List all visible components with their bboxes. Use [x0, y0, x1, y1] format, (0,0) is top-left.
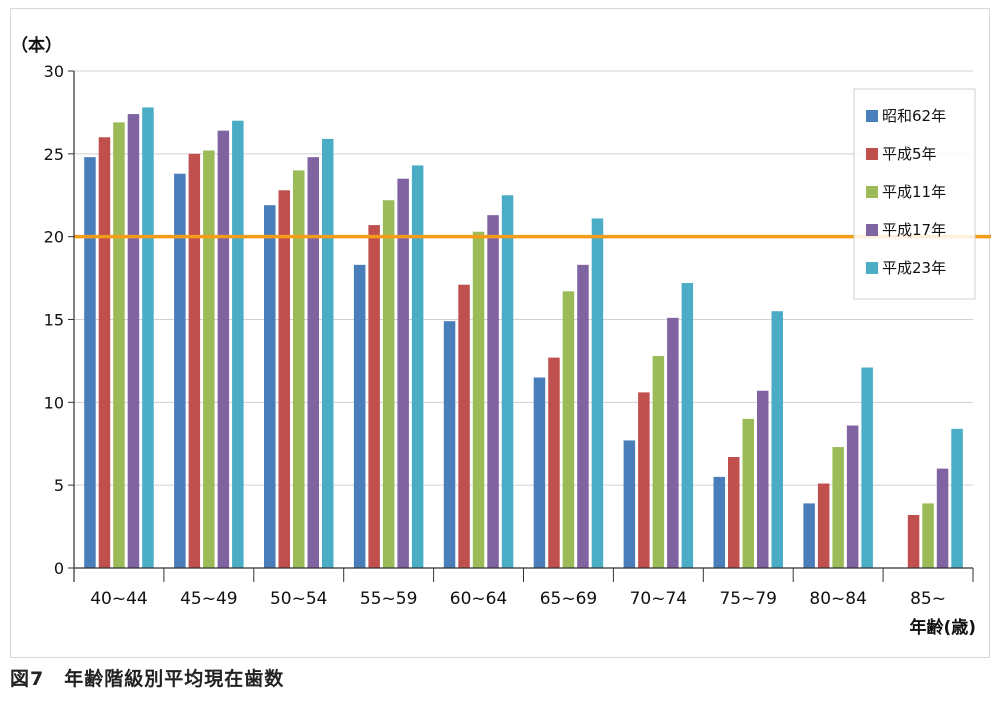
- bar: [817, 483, 830, 568]
- y-tick-label: 20: [44, 228, 64, 247]
- x-tick-label: 85~: [910, 589, 946, 609]
- x-tick-label: 45~49: [180, 589, 238, 609]
- bar: [113, 122, 125, 569]
- chart-frame: 0 5 10 15 20 25 30 40~44 45~49 50~54 55~59 60~64 65~…: [10, 8, 991, 658]
- bar: [562, 291, 575, 568]
- x-tick-label: 60~64: [450, 589, 508, 609]
- x-tick-label: 75~79: [719, 589, 777, 609]
- bar: [174, 173, 186, 569]
- bar: [652, 355, 665, 568]
- legend-swatch: [866, 224, 878, 236]
- bar: [951, 428, 963, 568]
- bar: [577, 264, 589, 568]
- legend-swatch: [866, 148, 878, 160]
- y-tick-label: 10: [44, 393, 64, 412]
- bar: [757, 390, 769, 568]
- legend-swatch: [866, 110, 878, 122]
- bar: [397, 178, 409, 568]
- bar: [742, 418, 754, 568]
- x-tick-label: 65~69: [540, 589, 598, 609]
- y-tick-label: 15: [44, 311, 64, 330]
- bar: [264, 205, 276, 568]
- bar: [142, 107, 154, 569]
- x-tick-label: 55~59: [360, 589, 418, 609]
- y-tick-label: 25: [44, 145, 64, 164]
- bar: [771, 311, 783, 568]
- bar: [127, 114, 140, 568]
- y-tick-label: 0: [54, 559, 64, 578]
- bar: [533, 377, 546, 568]
- bar: [803, 503, 815, 568]
- bar: [487, 215, 499, 568]
- x-tick-label: 50~54: [270, 589, 328, 609]
- bar: [713, 476, 725, 568]
- legend-label: 平成11年: [882, 183, 946, 201]
- bar: [322, 138, 334, 568]
- bar: [548, 357, 560, 568]
- x-tick-label: 80~84: [809, 589, 867, 609]
- bar: [591, 218, 604, 568]
- bar: [84, 157, 96, 568]
- legend-label: 平成17年: [882, 221, 946, 239]
- bar: [472, 231, 485, 569]
- bar: [681, 283, 694, 568]
- bar: [307, 157, 319, 568]
- bar: [667, 317, 679, 568]
- bar: [353, 264, 366, 568]
- bar: [922, 503, 934, 568]
- bar: [411, 165, 424, 568]
- legend-swatch: [866, 186, 878, 198]
- bar: [217, 130, 230, 568]
- bar: [232, 120, 244, 568]
- bar: [458, 284, 470, 568]
- bar: [278, 190, 290, 568]
- bar: [293, 170, 305, 568]
- bar: [623, 440, 636, 568]
- bars: [84, 107, 963, 569]
- bar: [98, 137, 111, 568]
- y-tick-label: 5: [54, 476, 64, 495]
- bar: [936, 468, 949, 568]
- x-axis-label: 年齢(歳): [909, 617, 976, 638]
- axes: 0 5 10 15 20 25 30 40~44 45~49 50~54 55~59 60~64 65~…: [44, 62, 974, 609]
- legend-label: 平成5年: [882, 145, 937, 163]
- y-axis-label: （本）: [11, 35, 62, 56]
- bar: [368, 225, 380, 568]
- bar: [861, 367, 873, 568]
- figure-caption: 図7 年齢階級別平均現在歯数: [10, 668, 285, 690]
- y-tick-label: 30: [44, 62, 64, 81]
- bar: [638, 392, 650, 568]
- legend-label: 昭和62年: [882, 107, 946, 125]
- bar: [728, 457, 740, 568]
- x-tick-label: 40~44: [90, 589, 148, 609]
- legend-swatch: [866, 262, 878, 274]
- bar: [443, 321, 456, 568]
- bar: [846, 425, 859, 568]
- bar-chart: 0 5 10 15 20 25 30 40~44 45~49 50~54 55~59 60~64 65~…: [11, 35, 991, 638]
- bar: [501, 195, 514, 568]
- bar: [203, 150, 215, 568]
- x-tick-label: 70~74: [630, 589, 688, 609]
- bar: [382, 200, 395, 568]
- bar: [907, 514, 920, 568]
- bar: [832, 447, 844, 568]
- legend-label: 平成23年: [882, 259, 946, 277]
- bar: [188, 153, 201, 569]
